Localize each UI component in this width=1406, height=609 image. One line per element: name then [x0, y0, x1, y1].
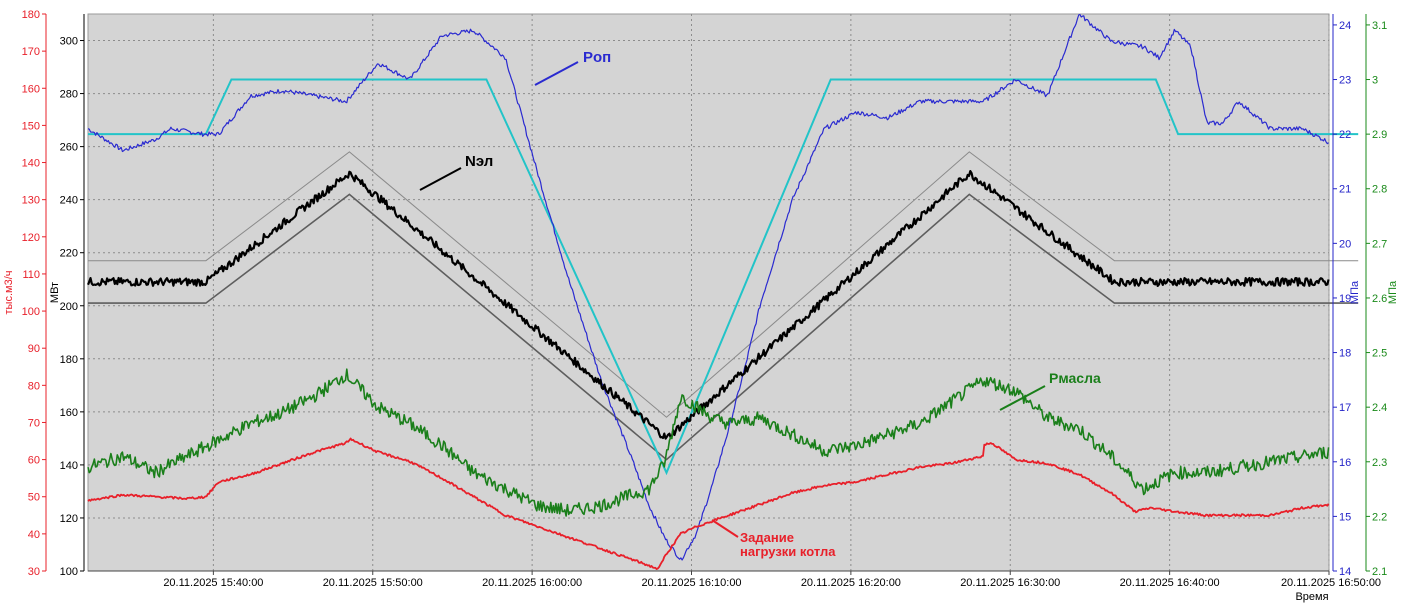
callout-label: Pоп	[583, 49, 611, 66]
oil_pressure-tick-label: 3.1	[1372, 20, 1387, 32]
power-tick-label: 240	[60, 195, 78, 207]
power-tick-label: 260	[60, 142, 78, 154]
x-axis-label: Время	[1295, 591, 1328, 603]
power-tick-label: 280	[60, 89, 78, 101]
flow-tick-label: 80	[28, 380, 40, 392]
steam_pressure-tick-label: 17	[1339, 402, 1351, 414]
oil_pressure-tick-label: 2.7	[1372, 238, 1387, 250]
flow-tick-label: 100	[22, 306, 40, 318]
series-line-2	[87, 368, 1330, 517]
series-line-3	[87, 437, 1330, 570]
steam_pressure-tick-label: 19	[1339, 293, 1351, 305]
oil_pressure-tick-label: 2.9	[1372, 129, 1387, 141]
oil_pressure-tick-label: 2.3	[1372, 457, 1387, 469]
oil_pressure-tick-label: 2.5	[1372, 348, 1387, 360]
flow-tick-label: 180	[22, 9, 40, 21]
power-tick-label: 220	[60, 248, 78, 260]
flow-tick-label: 130	[22, 195, 40, 207]
series-group	[86, 13, 1359, 570]
flow-tick-label: 120	[22, 232, 40, 244]
callout-label: нагрузки котла	[740, 544, 836, 559]
callout-label: Nэл	[465, 153, 493, 170]
x-tick-label: 20.11.2025 15:50:00	[323, 577, 423, 589]
flow-tick-label: 140	[22, 158, 40, 170]
steam_pressure-tick-label: 14	[1339, 566, 1351, 578]
steam_pressure-tick-label: 18	[1339, 348, 1351, 360]
power-tick-label: 300	[60, 36, 78, 48]
steam_pressure-tick-label: 20	[1339, 238, 1351, 250]
power-axis-label: МВт	[49, 282, 61, 303]
flow-tick-label: 40	[28, 529, 40, 541]
flow-tick-label: 50	[28, 492, 40, 504]
power-tick-label: 140	[60, 460, 78, 472]
flow-tick-label: 60	[28, 455, 40, 467]
power-tick-label: 120	[60, 513, 78, 525]
pressure-setpoint-line	[88, 78, 1359, 476]
oil_pressure-tick-label: 2.8	[1372, 184, 1387, 196]
steam_pressure-tick-label: 21	[1339, 184, 1351, 196]
x-tick-label: 20.11.2025 15:40:00	[163, 577, 263, 589]
steam_pressure-tick-label: 15	[1339, 511, 1351, 523]
callout-leader	[419, 167, 462, 191]
flow-tick-label: 110	[22, 269, 40, 281]
power-band-line	[88, 193, 1359, 461]
flow-tick-label: 170	[22, 46, 40, 58]
oil_pressure-tick-label: 2.1	[1372, 566, 1387, 578]
x-tick-label: 20.11.2025 16:20:00	[801, 577, 901, 589]
callout-leader	[534, 61, 579, 86]
plot-area	[87, 13, 1330, 572]
power-tick-label: 200	[60, 301, 78, 313]
x-tick-label: 20.11.2025 16:00:00	[482, 577, 582, 589]
power-band-line	[88, 151, 1359, 418]
steam_pressure-tick-label: 22	[1339, 129, 1351, 141]
power-tick-label: 160	[60, 407, 78, 419]
oil_pressure-tick-label: 3	[1372, 75, 1378, 87]
x-tick-label: 20.11.2025 16:40:00	[1120, 577, 1220, 589]
callout-label: Задание	[740, 530, 794, 545]
flow-axis-label: тыс.м3/ч	[3, 271, 15, 315]
power-tick-label: 180	[60, 354, 78, 366]
flow-tick-label: 30	[28, 566, 40, 578]
flow-tick-label: 90	[28, 343, 40, 355]
oil_pressure-tick-label: 2.6	[1372, 293, 1387, 305]
steam_pressure-axis-label: МПа	[1349, 280, 1361, 304]
series-line-1	[86, 170, 1330, 440]
flow-tick-label: 150	[22, 120, 40, 132]
oil_pressure-tick-label: 2.2	[1372, 511, 1387, 523]
steam_pressure-tick-label: 16	[1339, 457, 1351, 469]
flow-tick-label: 70	[28, 417, 40, 429]
callout-label: Рмасла	[1049, 370, 1101, 386]
axes-group: 30 40 50 60 70 80 90 100 110 120 130 140 150 160 170 18…	[3, 9, 1399, 603]
callout-leader	[711, 519, 739, 538]
power-tolerance-band	[88, 151, 1359, 461]
power-tick-label: 100	[60, 566, 78, 578]
x-tick-label: 20.11.2025 16:50:00	[1281, 577, 1381, 589]
oil_pressure-tick-label: 2.4	[1372, 402, 1387, 414]
oil_pressure-axis-label: МПа	[1387, 280, 1399, 304]
callout-leader	[999, 385, 1046, 411]
steam_pressure-tick-label: 23	[1339, 75, 1351, 87]
steam_pressure-tick-label: 24	[1339, 20, 1351, 32]
x-tick-label: 20.11.2025 16:30:00	[960, 577, 1060, 589]
series-line-0	[87, 13, 1329, 561]
flow-tick-label: 160	[22, 83, 40, 95]
x-tick-label: 20.11.2025 16:10:00	[641, 577, 741, 589]
